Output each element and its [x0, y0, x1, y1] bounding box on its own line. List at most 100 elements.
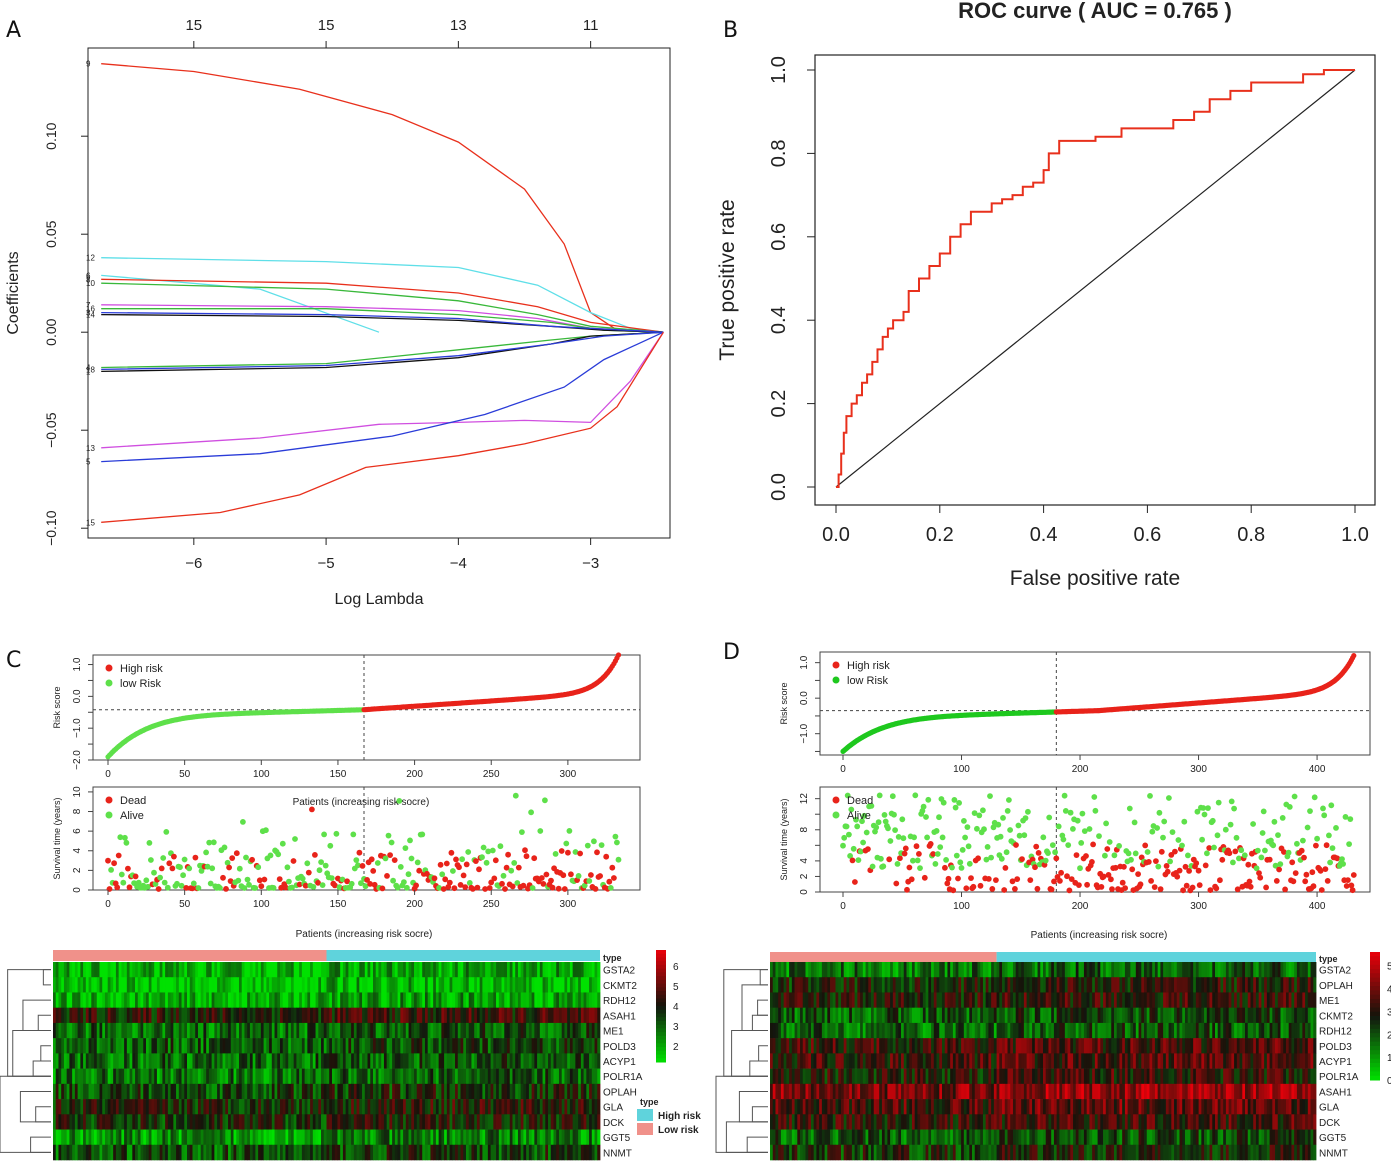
- heatmap-cell: [162, 1007, 166, 1024]
- survival-point: [155, 886, 162, 892]
- heatmap-cell: [233, 992, 237, 1008]
- heatmap-cell: [187, 1114, 191, 1130]
- heatmap-cell: [61, 1129, 65, 1146]
- heatmap-cell: [230, 1053, 234, 1069]
- heatmap-cell: [241, 992, 245, 1008]
- heatmap-cell: [435, 1114, 440, 1130]
- heatmap-cell: [1116, 962, 1120, 978]
- heatmap-cell: [485, 1007, 489, 1024]
- heatmap-cell: [542, 1099, 546, 1115]
- heatmap-cell: [465, 1083, 470, 1100]
- heatmap-cell: [102, 1068, 106, 1085]
- survival-point: [206, 839, 213, 846]
- heatmap-cell: [572, 1007, 576, 1024]
- color-scale-step: [656, 994, 666, 1000]
- heatmap-cell: [373, 1083, 377, 1100]
- heatmap-cell: [537, 1144, 541, 1161]
- heatmap-cell: [1187, 992, 1191, 1008]
- heatmap-cell: [520, 1144, 524, 1161]
- heatmap-cell: [329, 1068, 333, 1085]
- heatmap-cell: [290, 962, 295, 978]
- heatmap-cell: [501, 962, 505, 978]
- heatmap-cell: [110, 1099, 114, 1115]
- heatmap-cell: [523, 992, 527, 1008]
- heatmap-cell: [583, 1068, 587, 1085]
- survival-point: [483, 859, 490, 866]
- heatmap-cell: [575, 1083, 579, 1100]
- heatmap-cell: [950, 962, 954, 978]
- heatmap-cell: [430, 1099, 434, 1115]
- heatmap-cell: [124, 1144, 128, 1161]
- heatmap-cell: [578, 1114, 582, 1130]
- heatmap-cell: [509, 992, 513, 1008]
- heatmap-cell: [373, 1099, 377, 1115]
- heatmap-cell: [509, 1068, 513, 1085]
- heatmap-cell: [102, 1114, 106, 1130]
- heatmap-cell: [449, 1144, 453, 1161]
- heatmap-cell: [135, 1022, 139, 1039]
- heatmap-cell: [230, 992, 234, 1008]
- survival-point: [1100, 873, 1107, 880]
- survival-point: [1109, 886, 1115, 892]
- survival-point: [523, 853, 530, 860]
- heatmap-cell: [334, 992, 338, 1008]
- heatmap-cell: [206, 962, 210, 978]
- heatmap-cell: [400, 1022, 404, 1039]
- heatmap-cell: [230, 1038, 234, 1054]
- survival-point: [597, 873, 603, 879]
- heatmap-cell: [219, 1144, 223, 1161]
- heatmap-cell: [236, 962, 240, 978]
- survival-y-axis-title: Survival time (years): [52, 797, 62, 879]
- heatmap-cell: [176, 1114, 180, 1130]
- heatmap-cell: [88, 992, 92, 1008]
- heatmap-cell: [151, 1144, 155, 1161]
- heatmap-row-GSTA2: [770, 962, 1317, 978]
- x-tick-label: 0.0: [822, 524, 850, 546]
- heatmap-cell: [526, 1022, 530, 1039]
- heatmap-cell: [591, 962, 595, 978]
- heatmap-cell: [241, 1053, 245, 1069]
- heatmap-cell: [173, 1007, 177, 1024]
- heatmap-cell: [840, 977, 845, 993]
- heatmap-cell: [1247, 962, 1251, 978]
- heatmap-cell: [362, 1144, 366, 1161]
- heatmap-cell: [939, 992, 943, 1008]
- survival-point: [106, 886, 113, 892]
- heatmap-cell: [162, 1129, 166, 1146]
- heatmap-cell: [846, 992, 850, 1008]
- heatmap-cell: [569, 1007, 574, 1024]
- heatmap-cell: [353, 1007, 357, 1024]
- type-bar-high: [996, 952, 1316, 962]
- heatmap-cell: [208, 1083, 213, 1100]
- heatmap-cell: [94, 1129, 98, 1146]
- heatmap-cell: [446, 1114, 450, 1130]
- heatmap-cell: [504, 1129, 508, 1146]
- heatmap-cell: [394, 1083, 399, 1100]
- heatmap-cell: [1288, 977, 1292, 993]
- heatmap-cell: [200, 1099, 204, 1115]
- heatmap-cell: [444, 977, 448, 993]
- heatmap-cell: [950, 977, 954, 993]
- survival-point: [1077, 865, 1083, 872]
- survival-point: [614, 839, 620, 846]
- survival-point: [339, 876, 346, 883]
- heatmap-cell: [269, 1099, 273, 1115]
- heatmap-cell: [271, 1007, 275, 1024]
- heatmap-cell: [321, 977, 325, 993]
- heatmap-cell: [770, 962, 774, 978]
- survival-point: [1147, 793, 1153, 799]
- survival-y-tick-label: 2: [799, 873, 810, 879]
- heatmap-cell: [151, 1099, 155, 1115]
- survival-point: [1286, 804, 1293, 810]
- survival-point: [1048, 886, 1055, 893]
- heatmap-cell: [88, 1007, 92, 1024]
- heatmap-cell: [126, 1007, 130, 1024]
- risk-x-tick-label: 250: [483, 769, 500, 780]
- heatmap-cell: [501, 992, 505, 1008]
- heatmap-cell: [1294, 977, 1298, 993]
- heatmap-cell: [331, 1038, 336, 1054]
- heatmap-cell: [326, 1068, 330, 1085]
- heatmap-cell: [580, 1114, 584, 1130]
- heatmap-cell: [356, 1022, 360, 1039]
- survival-point: [362, 883, 369, 890]
